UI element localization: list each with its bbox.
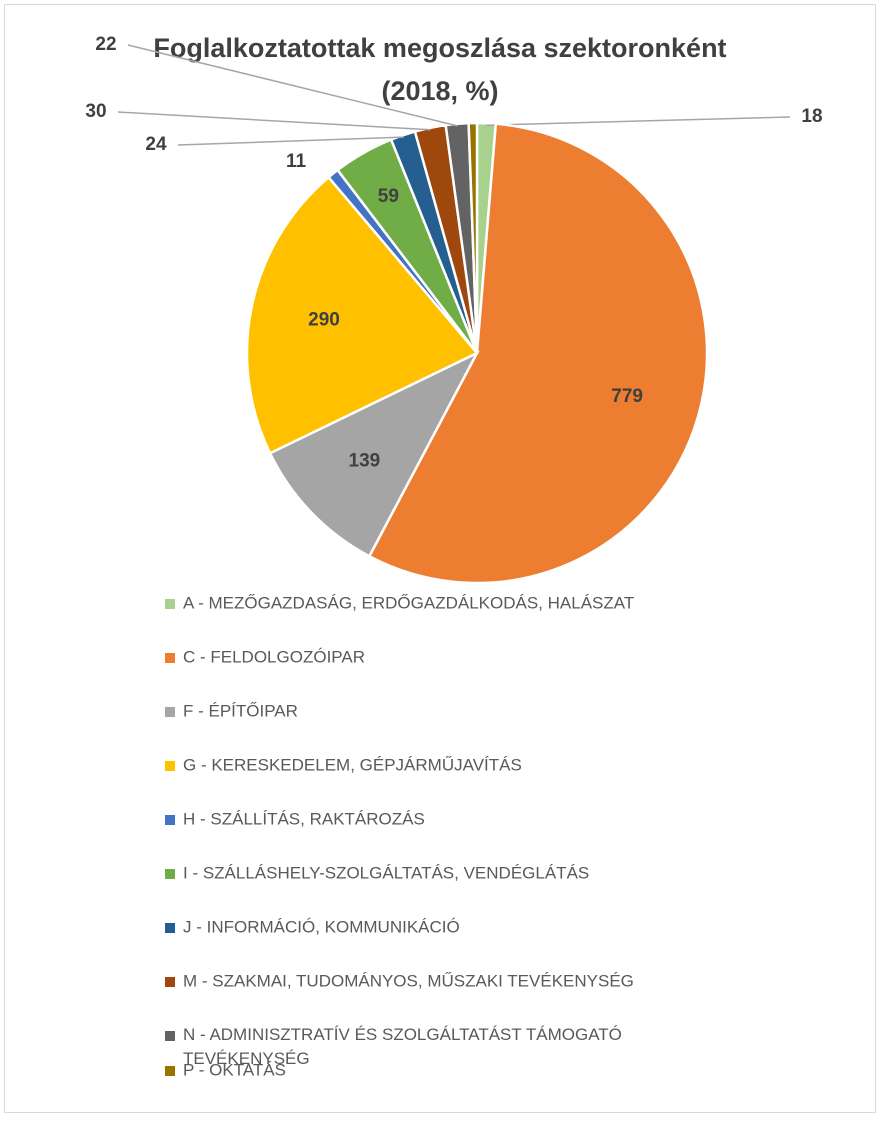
pie-slice	[467, 121, 479, 354]
legend-label: A - MEZŐGAZDASÁG, ERDŐGAZDÁLKODÁS, HALÁS…	[183, 593, 634, 612]
data-label: 30	[85, 101, 106, 122]
data-label: 290	[308, 309, 340, 330]
leader-line	[117, 111, 431, 131]
legend-swatch	[165, 599, 175, 609]
legend-label: P - OKTATÁS	[183, 1060, 286, 1079]
legend-label: N - ADMINISZTRATÍV ÉS SZOLGÁLTATÁST TÁMO…	[183, 1025, 622, 1068]
legend-swatch	[165, 923, 175, 933]
legend-swatch	[165, 977, 175, 987]
legend-label: F - ÉPÍTŐIPAR	[183, 701, 298, 720]
legend-swatch	[165, 869, 175, 879]
legend-swatch	[165, 1066, 175, 1076]
pie-slice	[367, 122, 709, 585]
legend-label: M - SZAKMAI, TUDOMÁNYOS, MŰSZAKI TEVÉKEN…	[183, 971, 634, 990]
legend-swatch	[165, 815, 175, 825]
legend-label: J - INFORMÁCIÓ, KOMMUNIKÁCIÓ	[183, 917, 460, 936]
pie-slice	[245, 175, 479, 455]
legend-swatch	[165, 1031, 175, 1041]
data-label: 24	[145, 134, 167, 155]
data-label: 22	[95, 34, 116, 55]
legend-label: H - SZÁLLÍTÁS, RAKTÁROZÁS	[183, 809, 425, 828]
data-label: 139	[349, 451, 381, 472]
chart-title: Foglalkoztatottak megoszlása szektoronké…	[153, 33, 726, 106]
data-label: 59	[378, 186, 399, 207]
data-label: 18	[801, 106, 822, 127]
data-label: 11	[286, 151, 307, 172]
leader-line	[127, 44, 458, 127]
legend-label: I - SZÁLLÁSHELY-SZOLGÁLTATÁS, VENDÉGLÁTÁ…	[183, 863, 589, 882]
legend-label: C - FELDOLGOZÓIPAR	[183, 647, 365, 666]
legend-swatch	[165, 761, 175, 771]
legend-label: G - KERESKEDELEM, GÉPJÁRMŰJAVÍTÁS	[183, 755, 522, 774]
leader-line	[486, 116, 791, 126]
legend-swatch	[165, 707, 175, 717]
legend-swatch	[165, 653, 175, 663]
leader-line	[177, 136, 404, 146]
data-label: 779	[611, 386, 643, 407]
pie-slice	[268, 350, 480, 558]
